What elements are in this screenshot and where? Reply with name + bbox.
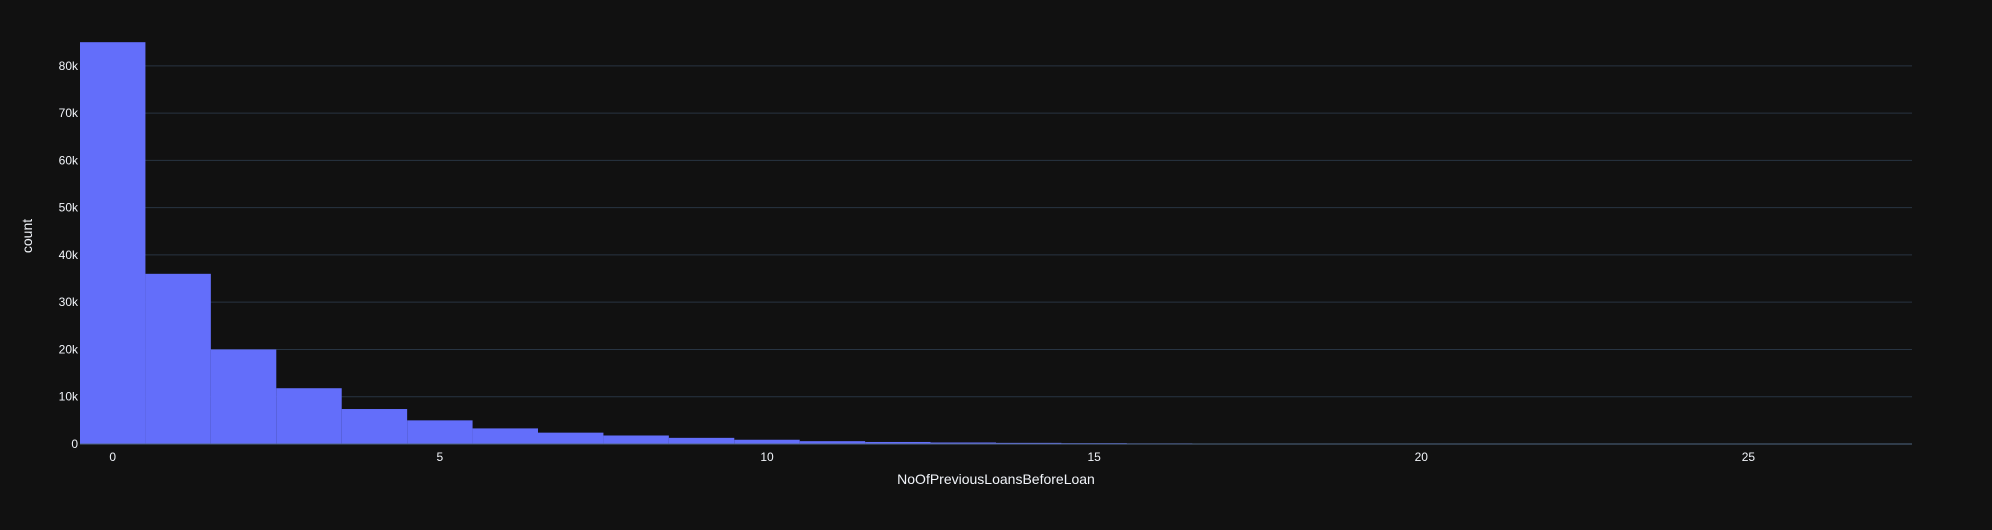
x-tick-label: 5 xyxy=(437,450,444,464)
gridlines xyxy=(80,66,1912,397)
histogram-bar xyxy=(669,438,734,444)
y-tick-label: 10k xyxy=(59,390,79,404)
y-axis-title: count xyxy=(19,219,35,253)
histogram-bar xyxy=(145,274,210,444)
histogram-bar xyxy=(342,409,407,444)
histogram-bar xyxy=(211,349,276,444)
y-tick-label: 70k xyxy=(59,106,79,120)
bars xyxy=(80,42,1912,444)
y-tick-labels: 0 10k 20k 30k 40k 50k 60k 70k 80k xyxy=(59,59,79,451)
histogram-bar xyxy=(80,42,145,444)
y-tick-label: 60k xyxy=(59,153,79,167)
x-tick-label: 10 xyxy=(760,450,774,464)
x-axis-title: NoOfPreviousLoansBeforeLoan xyxy=(897,471,1095,487)
x-tick-labels: 0 5 10 15 20 25 xyxy=(109,450,1755,464)
y-tick-label: 40k xyxy=(59,248,79,262)
histogram-bar xyxy=(407,420,472,444)
y-tick-label: 80k xyxy=(59,59,79,73)
histogram-bar xyxy=(538,433,603,444)
y-tick-label: 50k xyxy=(59,201,79,215)
x-tick-label: 25 xyxy=(1742,450,1756,464)
x-tick-label: 15 xyxy=(1087,450,1101,464)
x-tick-label: 0 xyxy=(109,450,116,464)
histogram-bar xyxy=(603,435,668,444)
histogram-bar xyxy=(473,428,538,444)
histogram-bar xyxy=(734,440,799,444)
y-tick-label: 0 xyxy=(71,437,78,451)
y-tick-label: 30k xyxy=(59,295,79,309)
y-tick-label: 20k xyxy=(59,342,79,356)
x-tick-label: 20 xyxy=(1415,450,1429,464)
histogram-bar xyxy=(276,388,341,444)
